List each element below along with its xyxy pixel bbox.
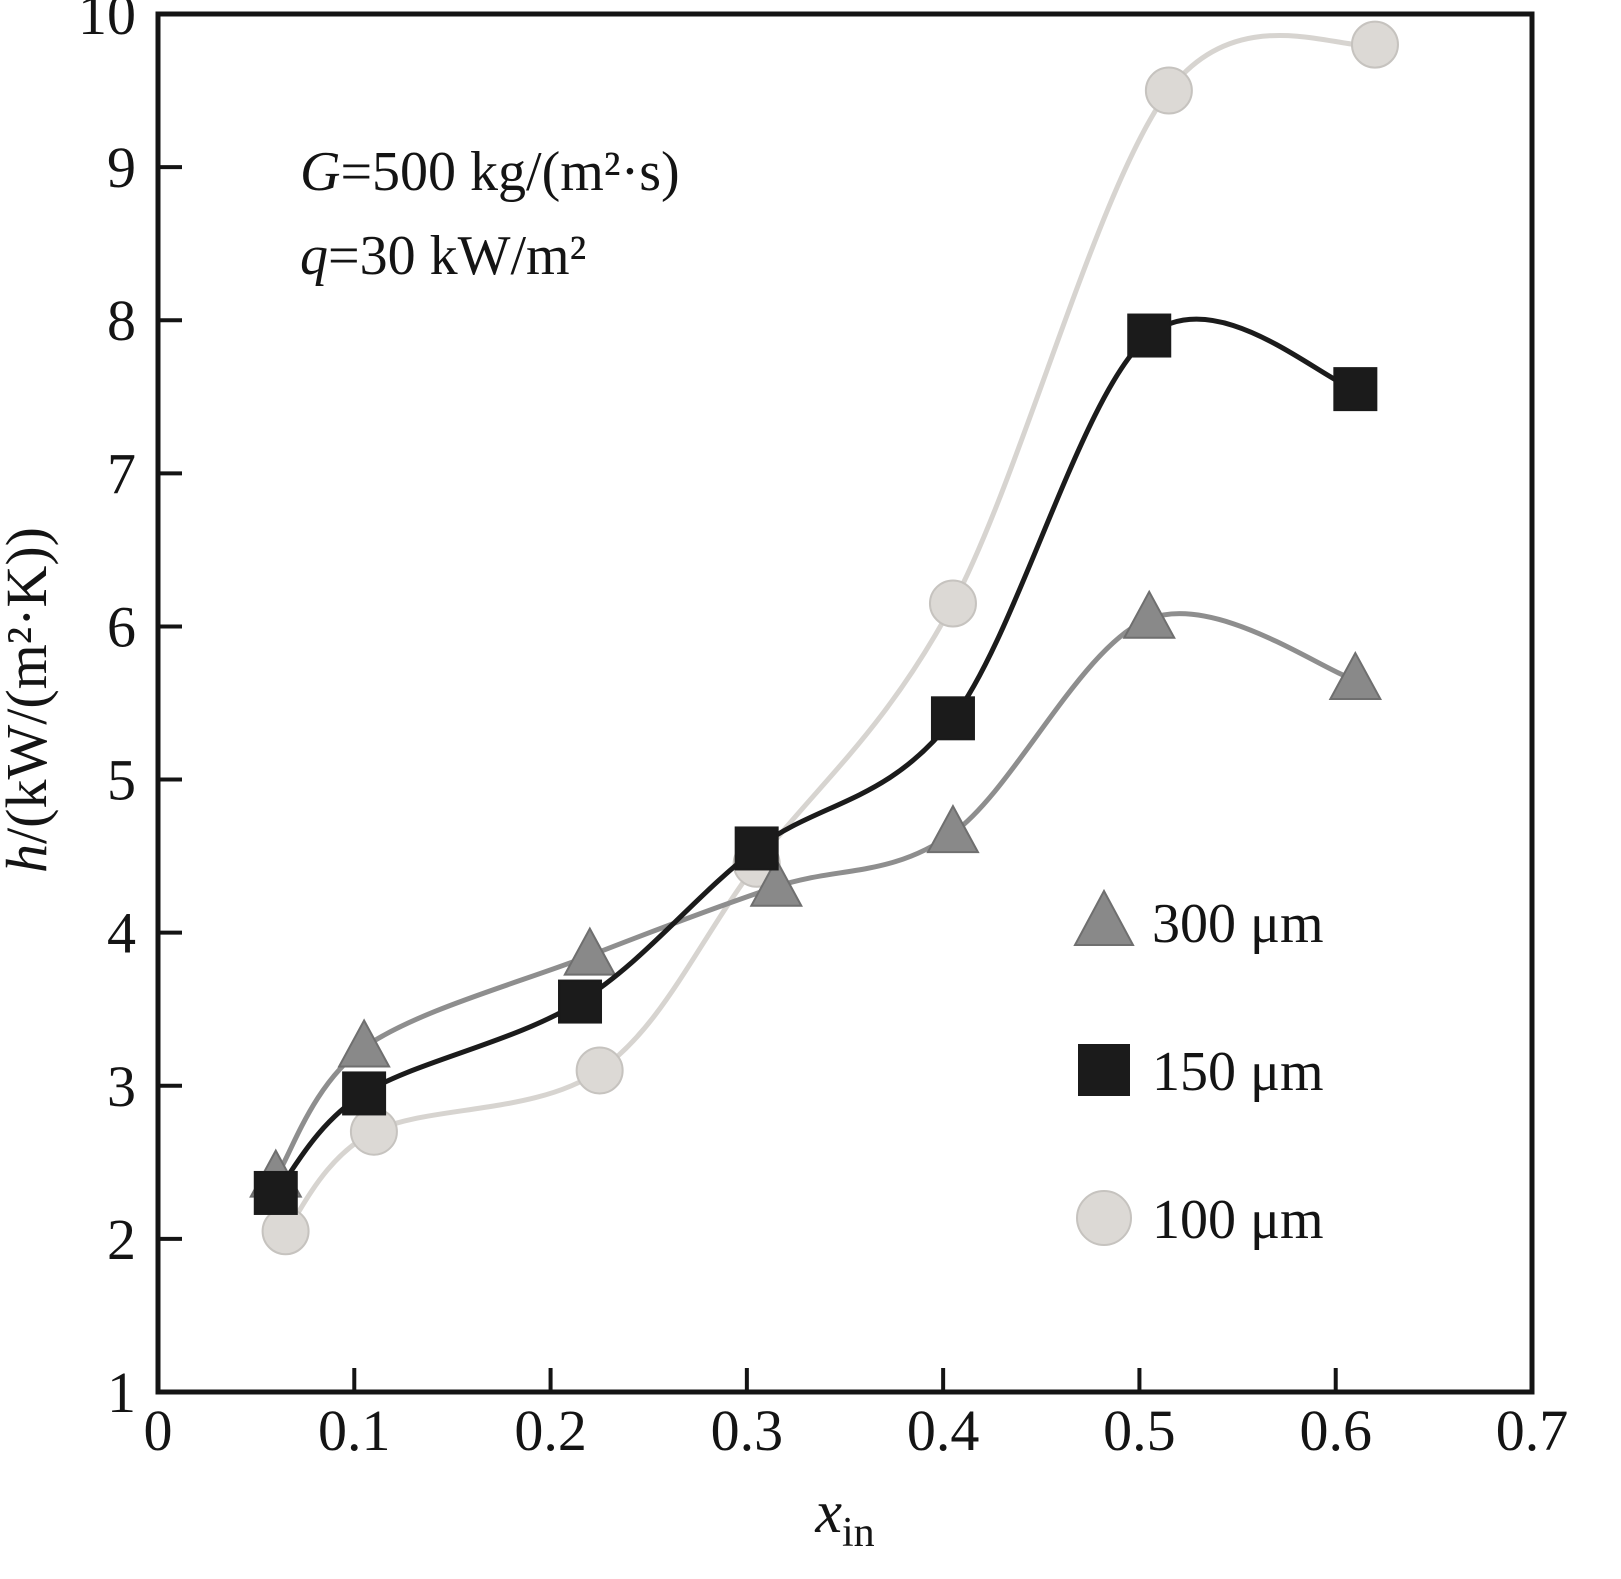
data-point-triangle [1122,589,1176,639]
data-point-circle [1076,1190,1132,1246]
data-point-triangle [563,926,617,976]
data-point-triangle [926,804,980,854]
data-point-square [1333,367,1378,412]
x-axis-label: xin [814,1479,874,1556]
legend-label: 150 μm [1152,1041,1324,1103]
data-point-circle [928,579,977,628]
x-tick-label: 0.7 [1496,1398,1569,1463]
x-tick-label: 0 [144,1398,173,1463]
x-tick-label: 0.6 [1299,1398,1372,1463]
data-point-circle [1144,66,1193,115]
x-tick-label: 0.1 [318,1398,391,1463]
y-tick-label: 1 [107,1360,136,1425]
data-point-square [734,826,779,871]
y-tick-label: 2 [107,1207,136,1272]
y-axis: 1 2 3 4 5 6 7 8 9 10 [78,0,182,1425]
x-tick-label: 0.2 [514,1398,587,1463]
y-tick-label: 8 [107,288,136,353]
data-point-square [253,1170,298,1215]
data-point-circle [349,1107,398,1156]
plot-frame [155,11,1535,1395]
y-tick-label: 3 [107,1054,136,1119]
data-point-square [1127,313,1172,358]
annotation-G: G=500 kg/(m²·s) [300,141,680,203]
data-point-circle [261,1207,310,1256]
legend-label: 100 μm [1152,1189,1324,1251]
data-point-square [342,1071,387,1116]
y-tick-label: 10 [78,0,136,47]
data-point-square [558,979,603,1024]
series-150-um [253,313,1378,1215]
legend: 300 μm 150 μm 100 μm [1073,888,1324,1251]
data-point-triangle [1328,650,1383,701]
data-point-circle [575,1046,624,1095]
y-tick-label: 6 [107,594,136,659]
data-point-triangle [337,1018,391,1068]
annotation-q: q=30 kW/m² [300,225,586,287]
data-point-square [1078,1044,1130,1096]
data-point-square [930,696,975,741]
data-point-triangle [1073,888,1135,946]
y-tick-label: 4 [107,901,136,966]
data-point-triangle [749,857,803,907]
x-tick-label: 0.3 [711,1398,784,1463]
y-axis-label: h/(kW/(m²·K)) [0,527,59,873]
data-point-circle [1350,20,1399,69]
legend-label: 300 μm [1152,893,1324,955]
x-tick-label: 0.4 [907,1398,980,1463]
y-tick-label: 5 [107,748,136,813]
x-axis: 0 0.1 0.2 0.3 0.4 0.5 0.6 0.7 [144,1368,1569,1463]
x-tick-label: 0.5 [1103,1398,1176,1463]
y-tick-label: 7 [107,441,136,506]
y-tick-label: 9 [107,135,136,200]
